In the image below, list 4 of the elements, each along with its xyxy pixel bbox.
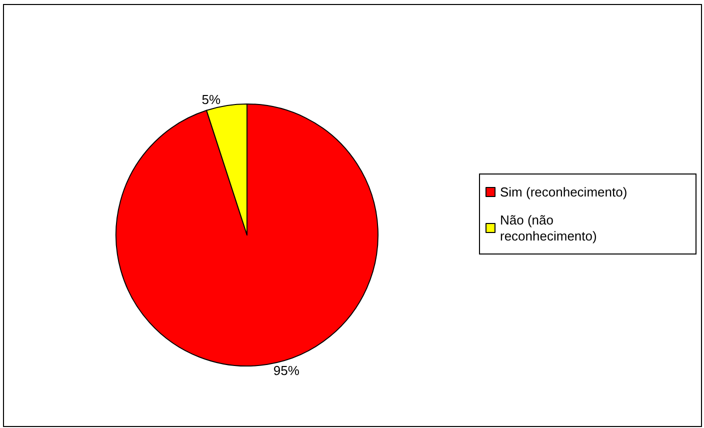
legend-label: Não (não reconhecimento) <box>500 212 597 244</box>
data-label: 5% <box>202 92 221 108</box>
legend-label: Sim (reconhecimento) <box>500 184 628 200</box>
data-label: 95% <box>273 362 300 378</box>
